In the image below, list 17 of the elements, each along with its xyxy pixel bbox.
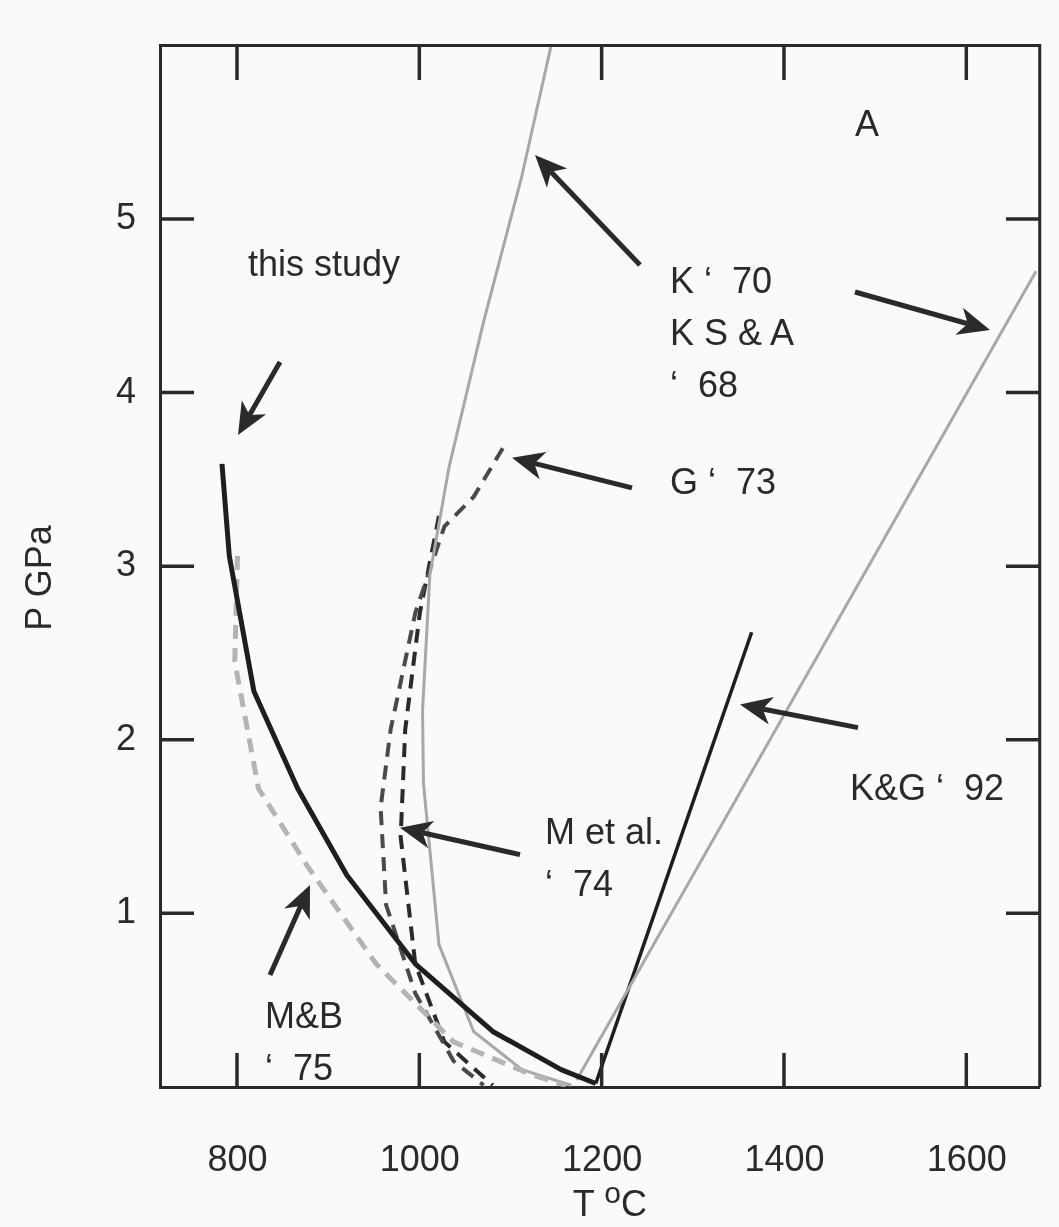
y-tick-label: 5 [115, 196, 136, 238]
y-tick-label: 3 [115, 543, 136, 585]
y-tick-label: 2 [115, 716, 136, 758]
y-axis-title: P GPa [17, 525, 60, 631]
annotation: K ‘ 70 K S & A ‘ 68 [670, 259, 795, 407]
x-tick-label: 800 [207, 1137, 268, 1179]
y-tick-label: 1 [115, 890, 136, 932]
annotation: M&B ‘ 75 [265, 994, 344, 1090]
annotation: G ‘ 73 [670, 460, 777, 504]
x-tick-label: 1000 [379, 1137, 460, 1179]
annotation: M et al. ‘ 74 [545, 810, 664, 906]
annotation: K&G ‘ 92 [850, 766, 1005, 810]
x-tick-label: 1600 [926, 1137, 1007, 1179]
annotation: A [855, 102, 880, 146]
y-tick-label: 4 [115, 369, 136, 411]
annotation: this study [248, 242, 401, 286]
x-tick-label: 1400 [744, 1137, 825, 1179]
